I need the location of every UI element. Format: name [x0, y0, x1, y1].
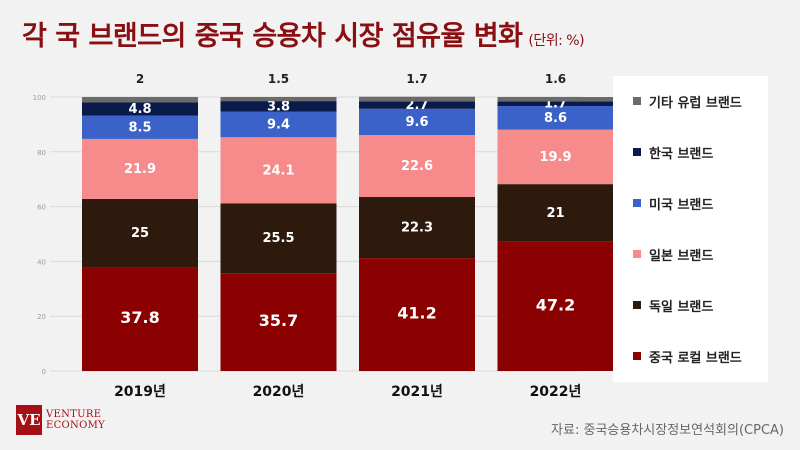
data-label: 9.4 [267, 117, 290, 132]
legend-item: 한국 브랜드 [633, 144, 714, 162]
data-label: 1.5 [268, 72, 289, 86]
legend-item: 일본 브랜드 [633, 246, 714, 264]
data-label: 4.8 [128, 102, 151, 117]
legend-item: 기타 유럽 브랜드 [633, 93, 742, 111]
bar-segment [82, 97, 198, 103]
data-label: 25.5 [262, 231, 294, 246]
data-label: 9.6 [405, 115, 428, 130]
legend-swatch [633, 199, 641, 207]
bar-segment [359, 197, 475, 259]
data-label: 22.6 [401, 159, 433, 174]
bar-segment [497, 97, 614, 102]
data-label: 21.9 [124, 162, 156, 177]
x-category-label: 2022년 [530, 384, 582, 400]
y-tick-label: 0 [42, 368, 46, 376]
bar-segment [220, 273, 337, 371]
data-label: 24.1 [262, 163, 294, 178]
x-category-label: 2021년 [391, 384, 443, 400]
y-tick-label: 80 [37, 149, 46, 157]
source-note: 자료: 중국승용차시장정보연석회의(CPCA) [551, 423, 784, 438]
logo-mark: VE [16, 405, 42, 435]
bar-segment [220, 137, 337, 204]
legend-swatch [633, 352, 641, 360]
legend-item: 중국 로컬 브랜드 [633, 348, 742, 366]
data-label: 8.6 [544, 111, 567, 126]
legend-swatch [633, 148, 641, 156]
legend-item: 미국 브랜드 [633, 195, 714, 213]
data-label: 37.8 [120, 308, 159, 327]
data-label: 1.7 [406, 72, 427, 86]
bar-segment [220, 203, 337, 274]
data-label: 3.8 [267, 99, 290, 114]
data-label: 1.6 [545, 72, 566, 86]
bar-segment [359, 135, 475, 198]
x-category-label: 2019년 [114, 384, 166, 400]
data-label: 47.2 [536, 295, 575, 314]
bar-segment [220, 101, 337, 112]
bar-segment [359, 108, 475, 136]
legend-swatch [633, 97, 641, 105]
legend-label: 독일 브랜드 [649, 299, 714, 315]
data-label: 35.7 [259, 311, 298, 330]
data-label: 21 [546, 206, 564, 221]
y-tick-label: 60 [37, 204, 46, 212]
bar-segment [497, 106, 614, 130]
bar-segment [82, 267, 198, 371]
chart-title: 각 국 브랜드의 중국 승용차 시장 점유율 변화 (단위: %) [22, 21, 585, 52]
data-label: 25 [131, 226, 149, 241]
bar-segment [220, 97, 337, 102]
legend-swatch [633, 301, 641, 309]
bar-segment [497, 129, 614, 185]
unit-label: (단위: %) [528, 33, 585, 49]
legend-label: 미국 브랜드 [649, 197, 714, 213]
bar-segment [497, 184, 614, 242]
legend-swatch [633, 250, 641, 258]
bar-segment [220, 111, 337, 138]
x-category-label: 2020년 [253, 384, 305, 400]
venture-economy-logo: VE VENTURE ECONOMY [16, 405, 105, 435]
bar-segment [497, 101, 614, 107]
y-tick-label: 20 [37, 313, 46, 321]
y-tick-label: 100 [33, 94, 46, 102]
legend-label: 일본 브랜드 [649, 248, 714, 264]
bar-segment [359, 258, 475, 371]
data-label: 2 [136, 72, 144, 86]
data-label: 22.3 [401, 221, 433, 236]
data-label: 2.7 [405, 98, 428, 113]
bar-segment [82, 198, 198, 268]
bar-segment [497, 241, 614, 371]
data-label: 41.2 [397, 304, 436, 323]
bar-segment [359, 101, 475, 109]
legend-label: 기타 유럽 브랜드 [649, 95, 742, 111]
bar-segment [82, 115, 198, 139]
data-label: 8.5 [128, 120, 151, 135]
bar-segment [82, 138, 198, 199]
legend-label: 중국 로컬 브랜드 [649, 350, 742, 366]
legend-label: 한국 브랜드 [649, 146, 714, 162]
bar-segment [359, 96, 475, 102]
y-tick-label: 40 [37, 258, 46, 266]
data-label: 19.9 [539, 150, 571, 165]
legend-item: 독일 브랜드 [633, 297, 714, 315]
bar-segment [82, 102, 198, 116]
logo-text: VENTURE ECONOMY [46, 409, 106, 431]
